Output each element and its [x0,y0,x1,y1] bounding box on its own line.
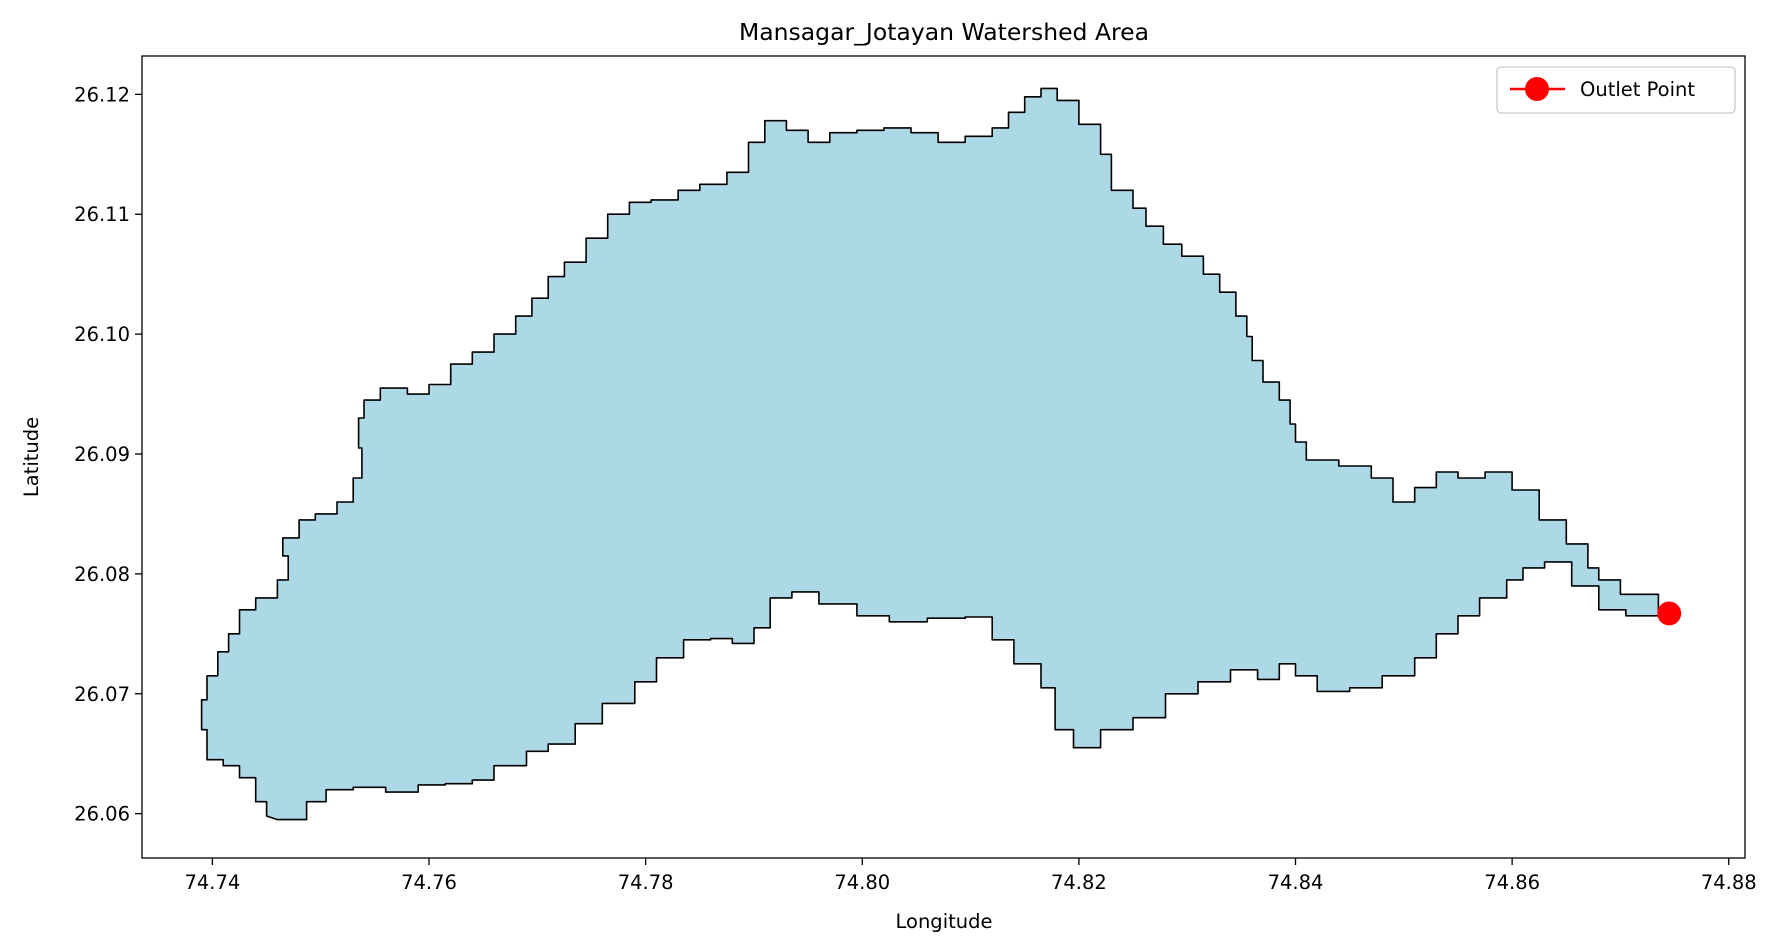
x-tick-label: 74.78 [618,871,674,894]
y-tick-label: 26.11 [74,203,130,226]
legend-marker [1525,77,1549,101]
y-tick-label: 26.07 [74,683,130,706]
x-tick-label: 74.76 [401,871,457,894]
x-tick-label: 74.80 [834,871,890,894]
legend: Outlet Point [1496,66,1736,114]
plot-area [200,87,1682,821]
y-tick-label: 26.06 [74,803,130,826]
outlet-point-marker [1657,601,1682,626]
watershed-polygon [200,87,1667,821]
legend-box [1496,66,1736,114]
x-tick-label: 74.84 [1268,871,1324,894]
x-tick-label: 74.74 [184,871,240,894]
x-axis-ticks: 74.74 74.76 74.78 74.80 74.82 74.84 74.86 74.88 [184,858,1757,894]
y-axis-label: Latitude [20,417,43,497]
legend-label: Outlet Point [1580,78,1695,101]
y-axis-ticks: 26.06 26.07 26.08 26.09 26.10 26.11 26.12 [74,83,142,826]
plot-frame [141,55,1746,859]
outlet-layer [1657,601,1682,626]
y-tick-label: 26.09 [74,443,130,466]
x-tick-label: 74.86 [1484,871,1540,894]
chart-title: Mansagar_Jotayan Watershed Area [739,18,1149,46]
y-tick-label: 26.10 [74,323,130,346]
y-tick-label: 26.12 [74,83,130,106]
y-tick-label: 26.08 [74,563,130,586]
x-tick-label: 74.82 [1051,871,1107,894]
x-axis-label: Longitude [896,910,993,933]
x-tick-label: 74.88 [1701,871,1757,894]
